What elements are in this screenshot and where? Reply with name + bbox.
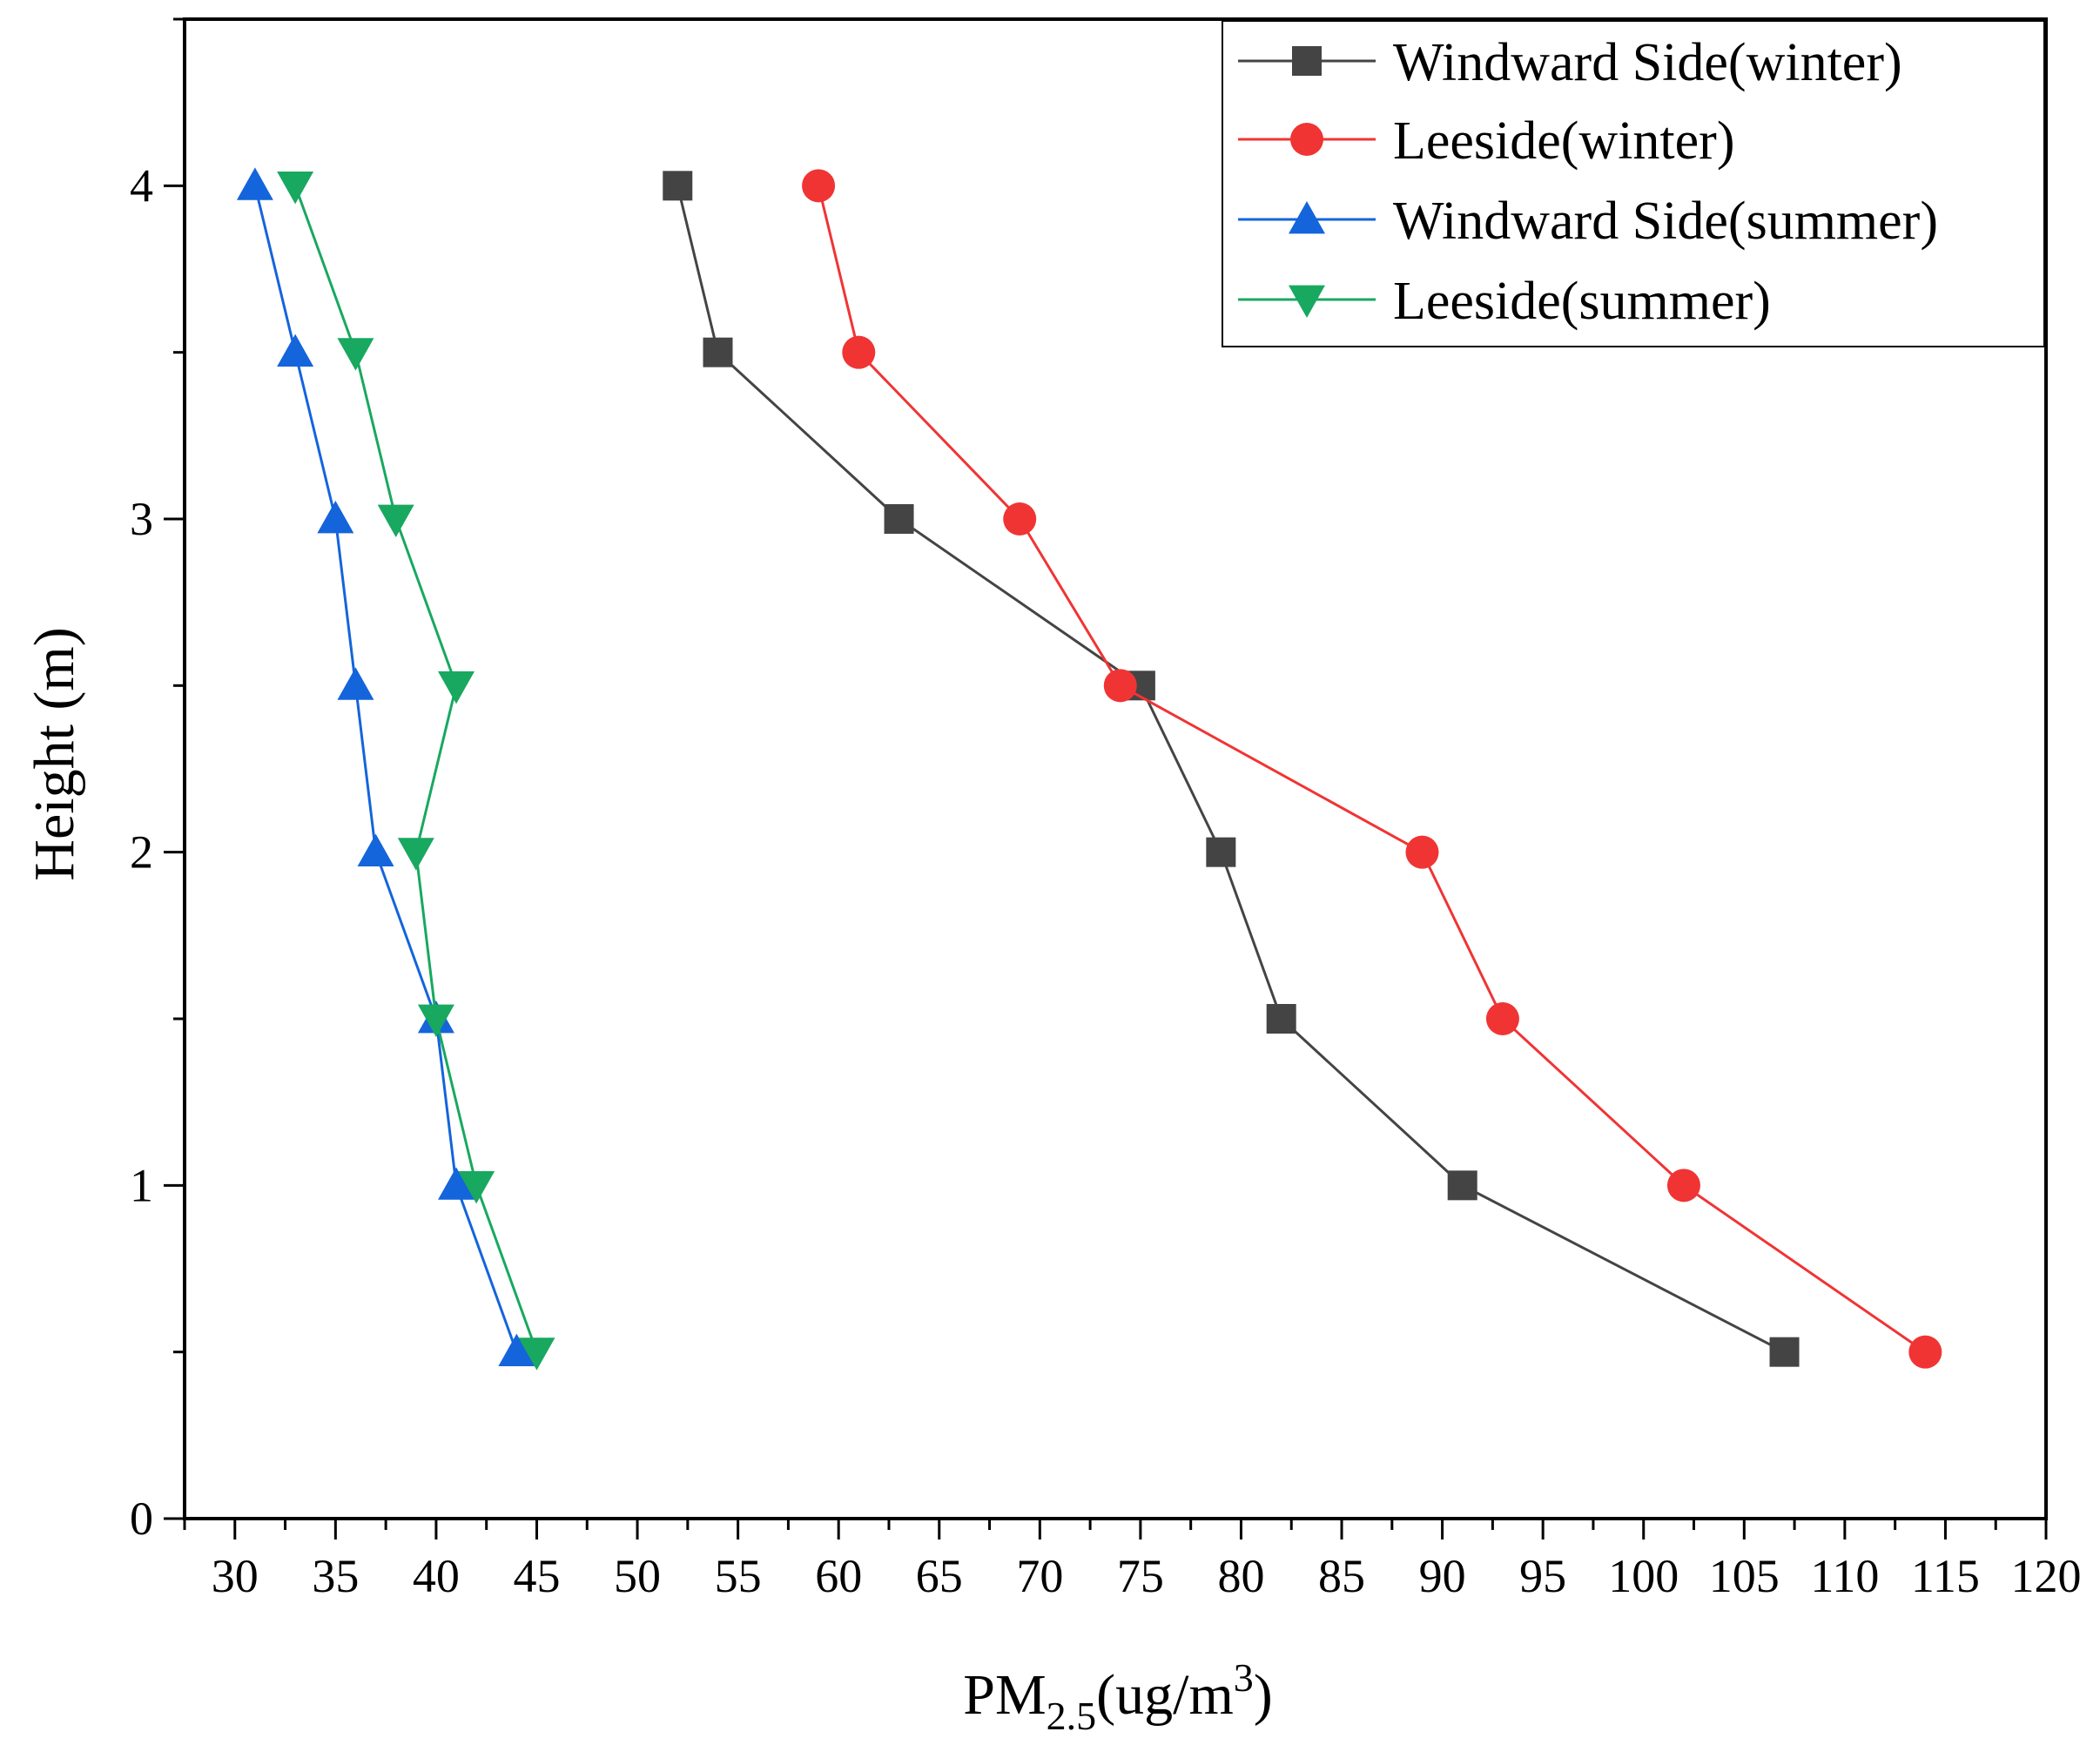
x-tick-label: 95 <box>1519 1550 1566 1602</box>
legend-marker <box>1292 46 1322 76</box>
x-axis-title: PM2.5(ug/m3) <box>963 1655 1273 1738</box>
x-axis-title-superscript: 3 <box>1234 1655 1254 1700</box>
series-3 <box>236 167 535 1367</box>
data-point <box>1485 1002 1519 1035</box>
series-line <box>817 185 1927 1353</box>
x-tick-label: 55 <box>715 1550 762 1602</box>
x-axis-title-unit-close: ) <box>1254 1663 1273 1727</box>
data-point <box>377 504 414 537</box>
x-tick-label: 50 <box>614 1550 661 1602</box>
data-point <box>1266 1004 1296 1034</box>
x-tick-label: 30 <box>212 1550 259 1602</box>
data-point <box>458 1170 495 1204</box>
y-tick-label: 1 <box>130 1159 153 1211</box>
data-point <box>1447 1170 1477 1201</box>
data-point <box>438 1167 475 1200</box>
data-point <box>1908 1335 1942 1369</box>
x-tick-label: 120 <box>2011 1550 2082 1602</box>
data-point <box>1666 1169 1700 1203</box>
y-axis-title: Height (m) <box>23 627 86 880</box>
x-tick-label: 85 <box>1318 1550 1365 1602</box>
data-point <box>498 1333 535 1367</box>
series-line <box>676 185 1786 1353</box>
legend-marker <box>1289 201 1325 234</box>
data-point <box>802 169 836 203</box>
x-tick-label: 75 <box>1117 1550 1164 1602</box>
y-tick-label: 0 <box>130 1492 153 1545</box>
data-point <box>337 338 374 371</box>
data-point <box>1003 502 1037 536</box>
data-point <box>518 1337 555 1371</box>
x-tick-label: 45 <box>513 1550 560 1602</box>
x-axis-title-prefix: PM <box>963 1663 1046 1727</box>
legend-item: Windward Side(winter) <box>1238 33 1902 92</box>
legend-item: Windward Side(summer) <box>1238 192 1938 251</box>
x-tick-label: 70 <box>1016 1550 1063 1602</box>
series-line <box>253 185 518 1353</box>
legend-item: Leeside(summer) <box>1238 272 1771 331</box>
data-point <box>1206 837 1236 867</box>
x-tick-label: 60 <box>815 1550 862 1602</box>
series-4 <box>277 171 555 1371</box>
x-tick-label: 100 <box>1608 1550 1679 1602</box>
legend-marker <box>1289 285 1325 318</box>
data-point <box>663 171 693 201</box>
x-tick-label: 65 <box>916 1550 963 1602</box>
series-1 <box>663 171 1800 1367</box>
data-point <box>884 504 914 534</box>
x-axis-ticks: 30 35 40 45 50 55 60 65 70 75 80 85 90 95 100 105 110 115… <box>183 1519 2082 1602</box>
x-axis-title-subscript: 2.5 <box>1047 1694 1097 1738</box>
data-point <box>438 670 475 704</box>
y-tick-label: 3 <box>130 493 153 545</box>
data-point <box>357 833 394 867</box>
x-tick-label: 110 <box>1810 1550 1879 1602</box>
legend: Windward Side(winter) Leeside(winter) Wind… <box>1222 20 2045 347</box>
plot-frame <box>183 17 2048 1520</box>
series-line <box>293 185 538 1353</box>
data-point <box>1405 835 1439 869</box>
legend-label: Leeside(summer) <box>1393 272 1771 331</box>
data-point <box>317 501 354 534</box>
y-axis-ticks: 0 1 2 3 4 <box>130 17 185 1545</box>
y-tick-label: 4 <box>130 159 153 212</box>
legend-box <box>1222 20 2045 347</box>
x-tick-label: 115 <box>1911 1550 1980 1602</box>
data-point <box>417 1004 454 1037</box>
series-layer <box>236 167 1942 1371</box>
x-tick-label: 90 <box>1419 1550 1466 1602</box>
data-point <box>703 337 733 367</box>
legend-item: Leeside(winter) <box>1238 111 1734 171</box>
legend-label: Windward Side(summer) <box>1393 192 1938 251</box>
data-point <box>397 838 434 871</box>
plot-area-border <box>183 17 2048 1520</box>
x-axis-title-unit-open: (ug/m <box>1096 1663 1234 1727</box>
legend-label: Leeside(winter) <box>1393 111 1734 171</box>
data-point <box>337 667 374 700</box>
data-point <box>277 334 314 367</box>
y-tick-label: 2 <box>130 826 153 879</box>
x-tick-label: 80 <box>1217 1550 1264 1602</box>
data-point <box>1769 1337 1800 1367</box>
series-2 <box>802 169 1942 1369</box>
legend-label: Windward Side(winter) <box>1393 33 1902 92</box>
x-tick-label: 40 <box>413 1550 460 1602</box>
data-point <box>842 335 876 369</box>
data-point <box>236 167 273 200</box>
data-point <box>1103 669 1137 703</box>
data-point <box>277 171 314 205</box>
x-tick-label: 35 <box>312 1550 359 1602</box>
x-tick-label: 105 <box>1709 1550 1780 1602</box>
legend-marker <box>1290 123 1323 156</box>
